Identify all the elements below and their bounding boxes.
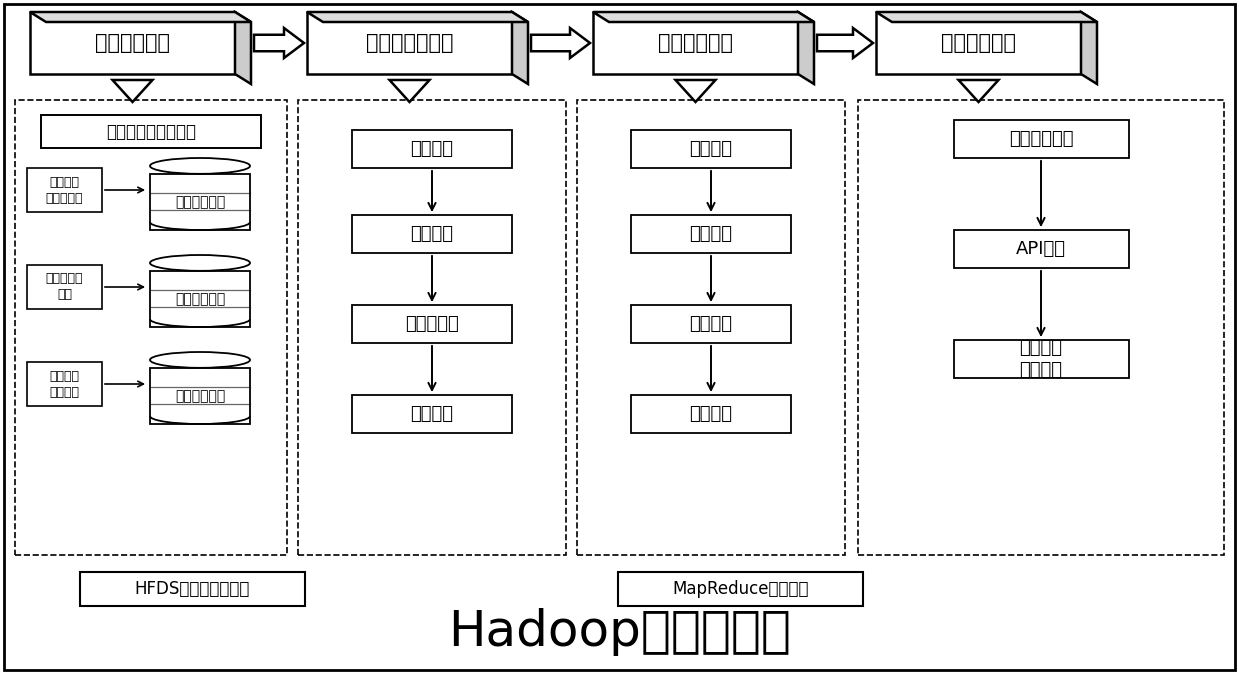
Text: 数据预处理模块: 数据预处理模块 [366, 33, 453, 53]
Bar [150, 368, 250, 424]
Bar [577, 100, 845, 555]
Bar [631, 215, 790, 253]
Polygon shape [113, 80, 152, 102]
Ellipse shape [150, 158, 250, 174]
Bar [150, 271, 250, 327]
Bar [299, 100, 566, 555]
Polygon shape [307, 12, 528, 22]
Bar [631, 395, 790, 433]
Text: 施工地质数据: 施工地质数据 [175, 292, 225, 306]
Bar [954, 340, 1129, 378]
Polygon shape [1080, 12, 1097, 84]
Polygon shape [254, 28, 304, 58]
Text: 去噪处理: 去噪处理 [410, 225, 453, 243]
Polygon shape [532, 28, 590, 58]
Text: 施工环境数据: 施工环境数据 [175, 389, 225, 403]
Polygon shape [959, 80, 999, 102]
Bar [30, 12, 235, 74]
Bar [150, 174, 250, 230]
Text: 空隙水压力
升降: 空隙水压力 升降 [46, 273, 83, 302]
Bar [352, 130, 512, 168]
Text: 读取数据: 读取数据 [689, 140, 732, 158]
Text: HFDS分布式文件系统: HFDS分布式文件系统 [135, 580, 250, 598]
Bar [352, 395, 512, 433]
Polygon shape [817, 28, 873, 58]
Text: 应用模型
预测沉降: 应用模型 预测沉降 [1020, 339, 1063, 379]
Text: 施工载荷
施加与消除: 施工载荷 施加与消除 [46, 176, 83, 205]
Polygon shape [675, 80, 715, 102]
Bar [954, 230, 1129, 268]
Polygon shape [798, 12, 814, 84]
Bar [27, 265, 102, 309]
Bar [307, 12, 512, 74]
Bar [15, 100, 287, 555]
Bar [41, 115, 261, 148]
Bar [27, 362, 102, 406]
Text: 土体结构
直接破坏: 土体结构 直接破坏 [50, 369, 79, 398]
Text: Hadoop大数据平台: Hadoop大数据平台 [449, 608, 790, 656]
Polygon shape [593, 12, 814, 22]
Polygon shape [235, 12, 252, 84]
Polygon shape [512, 12, 528, 84]
Text: 归一化处理: 归一化处理 [405, 315, 458, 333]
Polygon shape [30, 12, 252, 22]
Text: 数据收集模块: 数据收集模块 [95, 33, 170, 53]
Bar [631, 130, 790, 168]
Bar [631, 305, 790, 343]
Polygon shape [389, 80, 430, 102]
Ellipse shape [150, 352, 250, 368]
Text: 模型构建模块: 模型构建模块 [658, 33, 733, 53]
Text: 降维处理: 降维处理 [410, 405, 453, 423]
Bar [352, 305, 512, 343]
Bar [593, 12, 798, 74]
Text: 地面沉降模型: 地面沉降模型 [1009, 130, 1073, 148]
Text: 清洗处理: 清洗处理 [410, 140, 453, 158]
Text: 确定数据范围、存储: 确定数据范围、存储 [107, 122, 196, 140]
Bar [81, 572, 305, 606]
Text: 沉降预测模块: 沉降预测模块 [940, 33, 1016, 53]
Bar [352, 215, 512, 253]
Bar [954, 120, 1129, 158]
Text: API封装: API封装 [1016, 240, 1066, 258]
Text: 定义函数: 定义函数 [689, 225, 732, 243]
Bar [876, 12, 1080, 74]
Text: MapReduce计算框架: MapReduce计算框架 [673, 580, 809, 598]
Bar [27, 168, 102, 212]
Bar [618, 572, 864, 606]
Text: 模型输出: 模型输出 [689, 405, 732, 423]
Polygon shape [876, 12, 1097, 22]
Text: 机器运行数据: 机器运行数据 [175, 195, 225, 209]
Bar [857, 100, 1224, 555]
Text: 迭代计算: 迭代计算 [689, 315, 732, 333]
Ellipse shape [150, 255, 250, 271]
